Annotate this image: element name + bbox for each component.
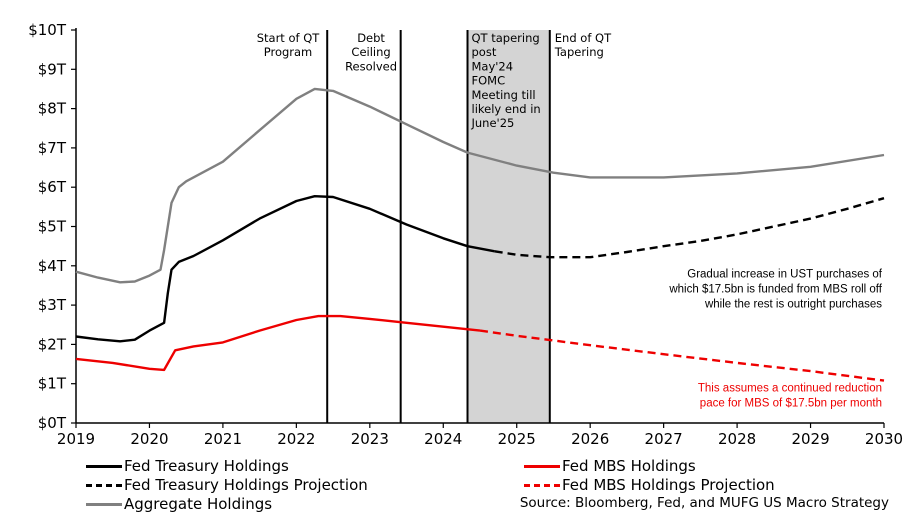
series-line-fed-mbs-holdings-projection — [479, 329, 885, 382]
shaded-region-label-line: likely end in — [472, 102, 541, 116]
y-tick-label: $8T — [38, 100, 67, 118]
legend-swatch-aggregate — [86, 502, 122, 506]
legend-item-treasury-projection: Fed Treasury Holdings Projection — [86, 476, 368, 494]
y-tick-label: $3T — [38, 296, 67, 314]
legend-swatch-treasury-projection — [86, 483, 122, 487]
series-line-aggregate-holdings — [75, 87, 885, 284]
legend-label-aggregate: Aggregate Holdings — [124, 495, 273, 513]
annotation-line: Gradual increase in UST purchases of — [687, 268, 883, 280]
y-tick-label: $7T — [38, 139, 67, 157]
x-tick-label: 2022 — [277, 430, 315, 448]
shaded-region-label-line: post — [472, 45, 497, 59]
y-tick-label: $5T — [38, 218, 67, 236]
x-tick-label: 2020 — [130, 430, 168, 448]
y-tick-label: $6T — [38, 178, 67, 196]
vertical-line-label-line: Ceiling — [351, 45, 390, 59]
y-tick-label: $0T — [38, 414, 67, 432]
vertical-line-label-line: Debt — [357, 31, 385, 45]
x-tick-label: 2024 — [424, 430, 462, 448]
y-tick-label: $1T — [38, 375, 67, 393]
annotation-line: pace for MBS of $17.5bn per month — [700, 397, 882, 409]
legend-item-treasury: Fed Treasury Holdings — [86, 457, 289, 475]
annotation-line: which $17.5bn is funded from MBS roll of… — [668, 283, 882, 295]
shaded-region-label-line: QT tapering — [472, 31, 540, 45]
series-line-fed-mbs-holdings — [75, 314, 481, 372]
source-note: Source: Bloomberg, Fed, and MUFG US Macr… — [519, 495, 889, 511]
vertical-line-label-line: Tapering — [554, 45, 604, 59]
x-tick-label: 2026 — [571, 430, 609, 448]
legend-swatch-mbs — [524, 464, 560, 468]
legend-label-treasury-projection: Fed Treasury Holdings Projection — [124, 476, 368, 494]
legend-label-mbs: Fed MBS Holdings — [562, 457, 696, 475]
x-tick-label: 2027 — [645, 430, 683, 448]
y-tick-label: $10T — [28, 21, 67, 39]
y-tick-label: $4T — [38, 257, 67, 275]
shaded-region-label-line: FOMC — [472, 74, 506, 88]
shaded-region-label-line: Meeting till — [472, 88, 536, 102]
x-tick-label: 2028 — [718, 430, 756, 448]
legend-item-mbs: Fed MBS Holdings — [524, 457, 696, 475]
vertical-line-label-line: Start of QT — [257, 31, 321, 45]
y-tick-label: $2T — [38, 335, 67, 353]
vertical-line-label-line: End of QT — [555, 31, 612, 45]
legend-swatch-mbs-projection — [524, 483, 560, 487]
vertical-line-label-line: Resolved — [345, 59, 397, 73]
legend-swatch-treasury — [86, 464, 122, 468]
annotation-line: This assumes a continued reduction — [698, 382, 882, 394]
y-tick-label: $9T — [38, 60, 67, 78]
x-tick-label: 2029 — [791, 430, 829, 448]
legend-label-treasury: Fed Treasury Holdings — [124, 457, 289, 475]
x-tick-label: 2021 — [204, 430, 242, 448]
x-tick-label: 2030 — [865, 430, 903, 448]
vertical-line-label-line: Program — [264, 45, 313, 59]
shaded-region-label-line: May'24 — [472, 59, 514, 73]
annotation-line: while the rest is outright purchases — [704, 298, 882, 310]
shaded-region — [467, 30, 550, 423]
x-tick-label: 2023 — [351, 430, 389, 448]
legend-label-mbs-projection: Fed MBS Holdings Projection — [562, 476, 775, 494]
legend-item-mbs-projection: Fed MBS Holdings Projection — [524, 476, 775, 494]
shaded-region-label-line: June'25 — [471, 116, 515, 130]
legend-item-aggregate: Aggregate Holdings — [86, 495, 272, 513]
x-tick-label: 2019 — [57, 430, 95, 448]
x-tick-label: 2025 — [498, 430, 536, 448]
series-line-fed-treasury-holdings-projection — [494, 197, 885, 259]
series-line-fed-treasury-holdings — [75, 194, 495, 343]
